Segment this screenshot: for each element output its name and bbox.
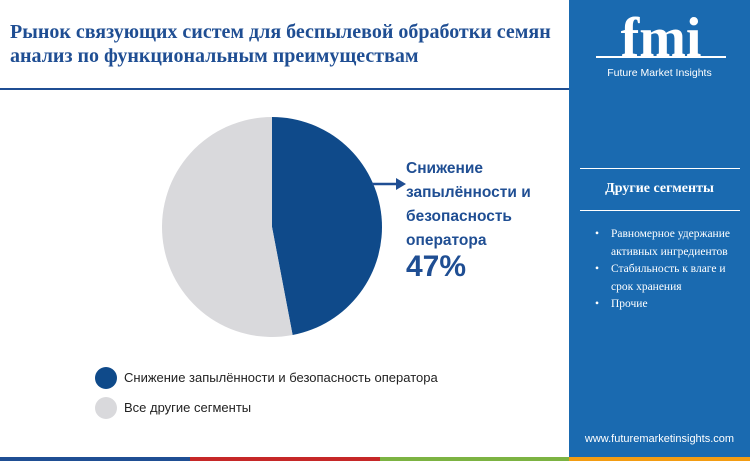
footer-stripe-red	[190, 457, 380, 461]
sidebar-divider-bottom	[580, 210, 740, 211]
legend-swatch-other	[95, 397, 117, 419]
sidebar-list-item: Стабильность к влаге и срок хранения	[592, 261, 742, 296]
footer-stripe-blue	[0, 457, 190, 461]
sidebar-heading: Другие сегменты	[605, 181, 714, 196]
legend-label-other: Все другие сегменты	[124, 400, 252, 415]
sidebar-list: Равномерное удержание активных ингредиен…	[592, 226, 742, 314]
fmi-logo: fmi	[596, 12, 726, 69]
title-divider	[0, 88, 569, 90]
pie-slice-primary	[272, 117, 382, 336]
footer-stripe-orange	[569, 457, 750, 461]
legend-swatch-primary	[95, 367, 117, 389]
website-link[interactable]: www.futuremarketinsights.com	[584, 433, 735, 445]
logo-subtitle: Future Market Insights	[607, 67, 712, 79]
arrow-right-icon	[372, 178, 406, 190]
sidebar-divider-top	[580, 168, 740, 169]
sidebar-list-item: Равномерное удержание активных ингредиен…	[592, 226, 742, 261]
callout-value: 47%	[406, 250, 467, 283]
legend-label-primary: Снижение запылённости и безопасность опе…	[124, 370, 438, 385]
footer-stripe-green	[380, 457, 569, 461]
logo-wordmark: fmi	[621, 12, 702, 69]
callout-label: Снижение запылённости и безопасность опе…	[406, 160, 531, 249]
pie-slice-other	[161, 117, 293, 337]
pie-chart	[150, 105, 400, 360]
sidebar-list-item: Прочие	[592, 296, 742, 314]
pie-chart-svg	[161, 117, 382, 337]
page-title: Рынок связующих систем для беспылевой об…	[10, 21, 551, 67]
